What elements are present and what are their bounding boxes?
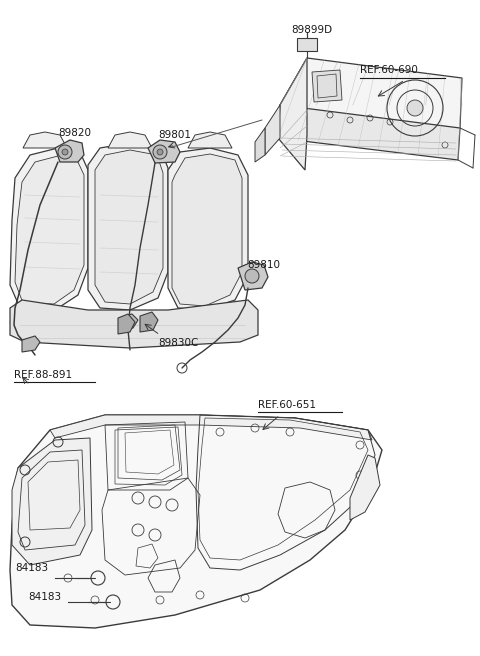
Circle shape [157, 149, 163, 155]
Polygon shape [172, 154, 242, 306]
Polygon shape [10, 415, 382, 628]
Polygon shape [312, 70, 342, 102]
Circle shape [407, 100, 423, 116]
Text: REF.88-891: REF.88-891 [14, 370, 72, 380]
Circle shape [153, 145, 167, 159]
Circle shape [62, 149, 68, 155]
Text: REF.60-651: REF.60-651 [258, 400, 316, 410]
Text: 89820: 89820 [58, 128, 91, 138]
Polygon shape [10, 300, 258, 348]
Text: 84183: 84183 [28, 592, 61, 602]
Polygon shape [188, 132, 232, 148]
Circle shape [58, 145, 72, 159]
Polygon shape [23, 132, 67, 148]
Polygon shape [168, 148, 248, 310]
Text: REF.60-690: REF.60-690 [360, 65, 418, 75]
Text: 89899D: 89899D [291, 25, 332, 35]
Polygon shape [278, 58, 307, 170]
Text: 84183: 84183 [15, 563, 48, 573]
Text: 89810: 89810 [247, 260, 280, 270]
Polygon shape [108, 132, 152, 148]
Polygon shape [140, 312, 158, 332]
Polygon shape [22, 336, 40, 352]
Text: 89801: 89801 [158, 130, 191, 140]
Polygon shape [238, 262, 268, 290]
Polygon shape [50, 415, 372, 440]
Polygon shape [350, 455, 380, 520]
Polygon shape [95, 150, 163, 304]
Polygon shape [280, 58, 462, 140]
Polygon shape [120, 314, 138, 330]
Polygon shape [88, 143, 168, 310]
Polygon shape [55, 140, 84, 162]
Polygon shape [12, 438, 92, 565]
Polygon shape [265, 105, 280, 155]
Polygon shape [15, 156, 84, 304]
Polygon shape [278, 105, 460, 160]
Text: 89830C: 89830C [158, 338, 198, 348]
Polygon shape [148, 140, 180, 163]
Polygon shape [118, 314, 135, 334]
Polygon shape [255, 128, 265, 162]
Circle shape [245, 269, 259, 283]
Bar [297, 38, 317, 51]
Polygon shape [10, 148, 88, 310]
